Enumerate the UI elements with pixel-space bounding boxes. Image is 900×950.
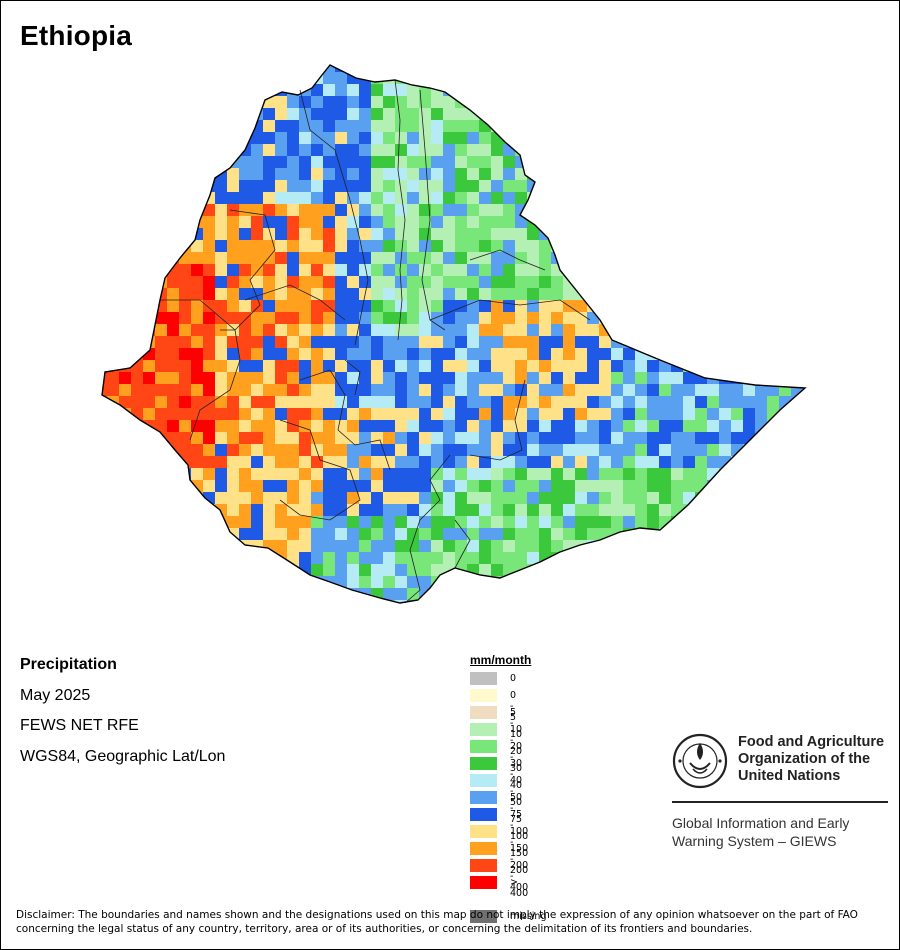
giews-name: Global Information and Early Warning Sys… (672, 814, 849, 850)
legend-swatch (470, 740, 497, 753)
legend-label: 50 - 75 (510, 792, 523, 825)
legend-label: 30 - 40 (510, 758, 523, 791)
fao-emblem-icon (672, 733, 728, 789)
legend-label: 5 - 10 (510, 707, 523, 740)
legend-swatch (470, 774, 497, 787)
disclaimer: Disclaimer: The boundaries and names sho… (16, 909, 858, 935)
period-label: May 2025 (20, 687, 91, 704)
legend-label: 100 - 150 (510, 826, 529, 859)
legend-label: 20 - 30 (510, 741, 523, 774)
legend-label: > 400 (510, 877, 529, 899)
admin-boundaries (160, 79, 591, 604)
legend-swatch (470, 842, 497, 855)
precipitation-map (101, 64, 806, 604)
legend-swatch (470, 825, 497, 838)
legend-swatch (470, 689, 497, 702)
legend-swatch (470, 791, 497, 804)
source-label: FEWS NET RFE (20, 717, 139, 734)
legend-label: 150 - 200 (510, 843, 529, 876)
precipitation-raster (102, 65, 805, 603)
legend-label: 0 (510, 673, 517, 684)
projection-label: WGS84, Geographic Lat/Lon (20, 748, 226, 765)
legend-label: 200 - 400 (510, 860, 529, 893)
legend-swatch (470, 706, 497, 719)
fao-org-line-1: Food and Agriculture (738, 734, 885, 750)
logo-divider (672, 801, 888, 803)
legend-swatch (470, 757, 497, 770)
fao-org-name: Food and Agriculture Organization of the… (738, 734, 884, 785)
fao-org-line-2: Organization of the (738, 751, 871, 767)
legend-label: 0 - 5 (510, 690, 517, 723)
legend-label: missing (510, 911, 547, 922)
legend-label: 10 - 20 (510, 724, 523, 757)
variable-label: Precipitation (20, 656, 117, 673)
legend-swatch (470, 672, 497, 685)
map-title: Ethiopia (20, 20, 133, 51)
fao-org-line-3: United Nations (738, 768, 841, 784)
legend-label: 40 - 50 (510, 775, 523, 808)
legend-swatch (470, 859, 497, 872)
giews-line-2: Warning System – GIEWS (672, 833, 837, 849)
legend-swatch (470, 723, 497, 736)
giews-line-1: Global Information and Early (672, 815, 850, 831)
legend-swatch (470, 876, 497, 889)
legend-swatch (470, 910, 497, 923)
legend-label: 75 - 100 (510, 809, 529, 842)
legend-swatch (470, 808, 497, 821)
legend-title: mm/month (470, 653, 532, 667)
